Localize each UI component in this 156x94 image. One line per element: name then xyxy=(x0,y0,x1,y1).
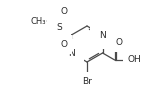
Text: O: O xyxy=(116,38,123,47)
Text: OH: OH xyxy=(128,55,141,64)
Text: O: O xyxy=(60,7,67,16)
Text: N: N xyxy=(68,49,75,58)
Text: O: O xyxy=(60,40,67,49)
Text: N: N xyxy=(99,30,106,39)
Text: S: S xyxy=(56,24,62,33)
Text: CH₃: CH₃ xyxy=(31,17,46,25)
Text: Br: Br xyxy=(82,77,92,86)
